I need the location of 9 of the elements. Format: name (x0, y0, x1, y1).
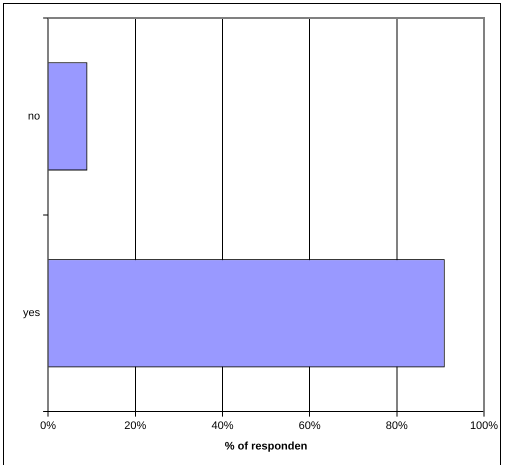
x-tick-label: 60% (298, 420, 321, 432)
x-tick-label: 0% (40, 420, 56, 432)
x-tick-label: 40% (211, 420, 234, 432)
x-axis-title: % of responden (224, 440, 308, 452)
y-tick-label: yes (22, 307, 41, 320)
x-tick-label: 80% (386, 420, 408, 432)
x-tick-label: 20% (124, 420, 147, 432)
x-tick-label: 100% (470, 420, 498, 432)
y-tick-label: no (28, 110, 40, 122)
